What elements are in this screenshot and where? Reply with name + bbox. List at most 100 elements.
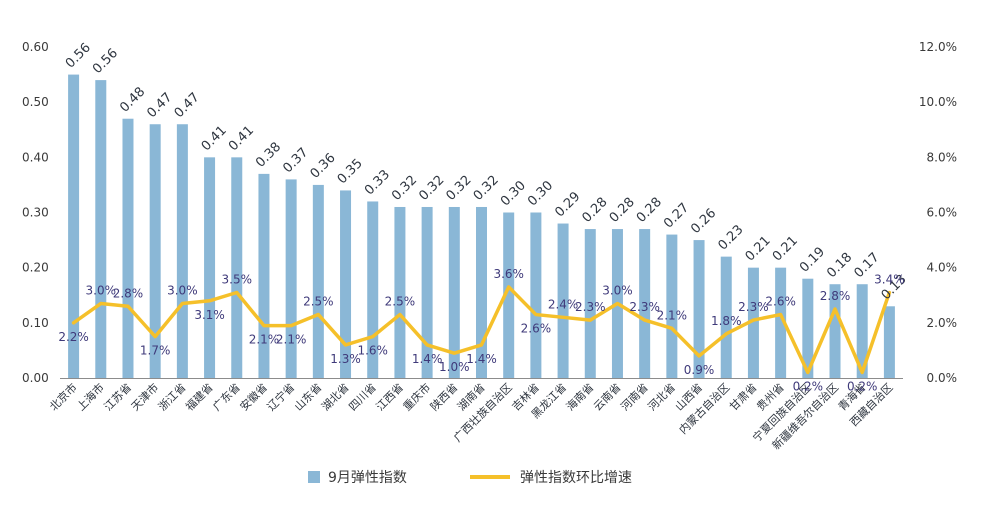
line-value-label: 2.4% <box>548 297 579 311</box>
x-tick-label: 湖北省 <box>319 381 352 414</box>
bar <box>448 206 460 378</box>
bars-layer <box>68 74 895 378</box>
x-tick-label: 上海市 <box>74 380 107 413</box>
bar-value-label: 0.47 <box>144 90 175 121</box>
x-tick-label: 海南省 <box>563 380 596 413</box>
x-tick-label: 河北省 <box>645 381 678 414</box>
line-value-label: 2.8% <box>820 289 851 303</box>
bar <box>367 201 379 378</box>
x-tick-label: 福建省 <box>182 380 215 413</box>
bar <box>122 118 134 378</box>
line-value-label: 1.6% <box>357 344 388 358</box>
bar-value-label: 0.28 <box>607 195 638 226</box>
bar-value-label: 0.32 <box>444 173 475 204</box>
series-line <box>71 285 892 375</box>
bar <box>856 284 868 378</box>
bar-value-label: 0.32 <box>389 173 420 204</box>
bar-value-label: 0.21 <box>770 233 801 264</box>
bar <box>394 206 406 378</box>
bar <box>95 80 107 378</box>
bar <box>503 212 515 378</box>
line-value-label: 1.3% <box>330 352 361 366</box>
bar <box>340 190 352 378</box>
line-value-label: 2.1% <box>657 308 688 322</box>
bar-value-label: 0.35 <box>335 156 366 187</box>
y2-tick-label: 0.0% <box>927 371 958 385</box>
x-tick-label: 甘肃省 <box>727 381 760 414</box>
legend: 9月弹性指数 弹性指数环比增速 <box>308 470 632 486</box>
x-tick-label: 安徽省 <box>237 380 270 413</box>
y-tick-label: 0.60 <box>22 40 49 54</box>
bar-value-label: 0.26 <box>688 206 719 237</box>
bar <box>584 229 596 378</box>
line-value-label: 1.4% <box>412 352 443 366</box>
bar-value-label: 0.21 <box>743 233 774 264</box>
y-tick-label: 0.40 <box>22 150 49 164</box>
y-tick-label: 0.30 <box>22 206 49 220</box>
bar <box>258 173 270 378</box>
bar <box>639 229 651 378</box>
y-tick-label: 0.20 <box>22 261 49 275</box>
x-tick-label: 北京市 <box>46 380 79 413</box>
line-value-label: 1.7% <box>140 344 171 358</box>
x-tick-label: 江苏省 <box>102 381 135 414</box>
x-tick-label: 辽宁省 <box>264 380 297 413</box>
x-tick-label: 广东省 <box>210 381 243 414</box>
x-tick-label: 云南省 <box>591 381 624 414</box>
bar <box>775 267 787 378</box>
bar <box>231 157 243 378</box>
bar-value-label: 0.30 <box>498 178 529 209</box>
line-value-label: 2.8% <box>113 286 144 300</box>
line-value-label: 1.4% <box>466 352 497 366</box>
bar <box>802 278 814 378</box>
bar <box>530 212 542 378</box>
bar-value-label: 0.41 <box>226 123 257 154</box>
y-tick-label: 0.00 <box>22 371 49 385</box>
y2-tick-label: 12.0% <box>919 40 957 54</box>
bar <box>204 157 216 378</box>
bar <box>693 240 705 378</box>
line-value-label: 3.0% <box>602 284 633 298</box>
x-tick-label: 河南省 <box>618 381 651 414</box>
bar <box>883 306 895 378</box>
line-value-label: 2.3% <box>738 300 769 314</box>
legend-bar-swatch <box>308 471 320 483</box>
line-value-label: 0.2% <box>793 379 824 393</box>
line-value-label: 3.5% <box>222 272 253 286</box>
y2-tick-label: 8.0% <box>927 150 958 164</box>
bar <box>285 179 297 378</box>
legend-bar-label: 9月弹性指数 <box>328 470 407 486</box>
line-value-label: 0.9% <box>684 363 715 377</box>
line-value-label: 2.5% <box>303 295 334 309</box>
line-value-label: 1.0% <box>439 360 470 374</box>
bar <box>68 74 80 378</box>
bar <box>666 234 678 378</box>
bar <box>312 184 324 378</box>
y-tick-label: 0.10 <box>22 316 49 330</box>
line-value-label: 2.5% <box>385 295 416 309</box>
bar-value-label: 0.18 <box>824 250 855 281</box>
bar <box>476 206 487 378</box>
line-value-label: 0.2% <box>847 379 878 393</box>
bar-value-label: 0.32 <box>416 173 447 204</box>
bar <box>747 267 759 378</box>
bar <box>176 124 188 378</box>
y2-tick-label: 2.0% <box>927 316 958 330</box>
line-value-label: 3.4% <box>874 272 905 286</box>
x-tick-label: 重庆市 <box>400 380 433 413</box>
bar <box>421 206 433 378</box>
y-tick-label: 0.50 <box>22 95 49 109</box>
line-layer <box>71 285 892 375</box>
line-value-label: 3.1% <box>194 308 225 322</box>
bar-value-label: 0.56 <box>90 46 121 77</box>
legend-line-label: 弹性指数环比增速 <box>520 470 632 486</box>
bar-value-label: 0.28 <box>579 195 610 226</box>
y2-tick-label: 4.0% <box>927 261 958 275</box>
line-value-label: 1.8% <box>711 314 742 328</box>
line-value-label: 2.3% <box>629 300 660 314</box>
line-value-label: 2.3% <box>575 300 606 314</box>
x-tick-label: 四川省 <box>346 381 379 414</box>
x-tick-label: 浙江省 <box>156 381 189 414</box>
bar-value-label: 0.47 <box>172 90 203 121</box>
